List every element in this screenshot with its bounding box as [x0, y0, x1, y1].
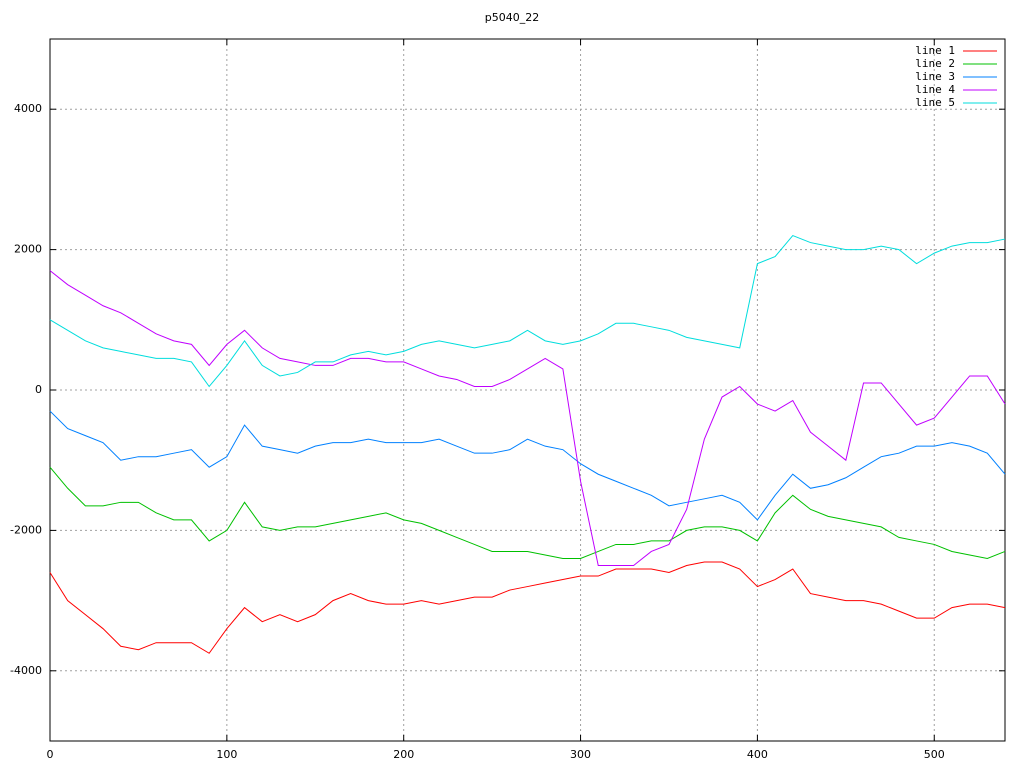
series-line [49, 270, 1006, 566]
series-line [49, 561, 1006, 654]
x-tick-label: 500 [924, 748, 945, 761]
legend-label: line 4 [915, 83, 955, 96]
plot-frame [49, 38, 1006, 742]
y-tick-label: 0 [35, 383, 42, 396]
x-tick-label: 200 [393, 748, 414, 761]
series-line [49, 466, 1006, 559]
legend-label: line 5 [915, 96, 955, 109]
x-tick-label: 300 [570, 748, 591, 761]
y-tick-label: 2000 [14, 243, 42, 256]
y-tick-label: 4000 [14, 102, 42, 115]
y-tick-label: -2000 [10, 523, 42, 536]
legend-label: line 2 [915, 57, 955, 70]
series-line [49, 410, 1006, 521]
series-line [49, 234, 1006, 388]
chart-title: p5040_22 [485, 11, 539, 24]
legend-label: line 1 [915, 44, 955, 57]
x-tick-label: 400 [747, 748, 768, 761]
x-tick-label: 100 [216, 748, 237, 761]
legend-label: line 3 [915, 70, 955, 83]
y-tick-label: -4000 [10, 664, 42, 677]
x-tick-label: 0 [47, 748, 54, 761]
